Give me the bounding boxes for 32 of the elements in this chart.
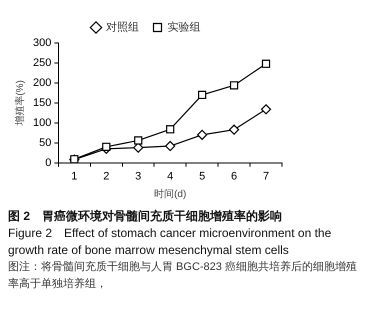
y-axis-title: 增殖率(%) — [14, 80, 26, 127]
y-tick-label: 200 — [32, 76, 52, 89]
x-tick-label: 4 — [167, 170, 174, 182]
x-tick-label: 3 — [135, 170, 142, 182]
text: Figure 2 Effect of stomach cancer microenvironment on the growth rate of bone marrow mesenchymal stem cells — [8, 225, 332, 259]
point — [228, 124, 240, 135]
x-tick-label: 5 — [199, 170, 206, 182]
point — [230, 81, 238, 90]
point — [102, 142, 110, 151]
point — [197, 130, 208, 140]
legend-label: 实验组 — [168, 20, 200, 34]
y-tick-label: 300 — [32, 37, 52, 50]
x-tick-label: 6 — [231, 170, 238, 182]
text: 图注：将骨髓间充质干细胞与人胃 BGC-823 癌细胞共培养后的细胞增殖率高于单独培养组， — [8, 260, 358, 292]
legend-label: 对照组 — [106, 20, 139, 34]
text: 图 2 胃癌微环境对骨髓间充质干细胞增殖率的影响 — [8, 208, 284, 225]
point — [260, 104, 272, 114]
x-tick-label: 7 — [262, 170, 270, 182]
point — [198, 90, 206, 100]
point — [134, 136, 142, 145]
y-tick-label: 250 — [32, 57, 52, 69]
point — [70, 155, 78, 163]
point — [262, 60, 270, 68]
x-axis-title: 时间(d) — [154, 188, 186, 200]
y-tick-label: 0 — [45, 156, 52, 169]
y-tick-label: 150 — [32, 96, 52, 109]
point — [165, 140, 176, 152]
y-tick-label: 100 — [32, 116, 52, 129]
x-tick-label: 2 — [103, 170, 110, 182]
x-tick-label: 1 — [71, 170, 78, 182]
y-tick-label: 50 — [39, 136, 52, 149]
point — [166, 125, 174, 134]
